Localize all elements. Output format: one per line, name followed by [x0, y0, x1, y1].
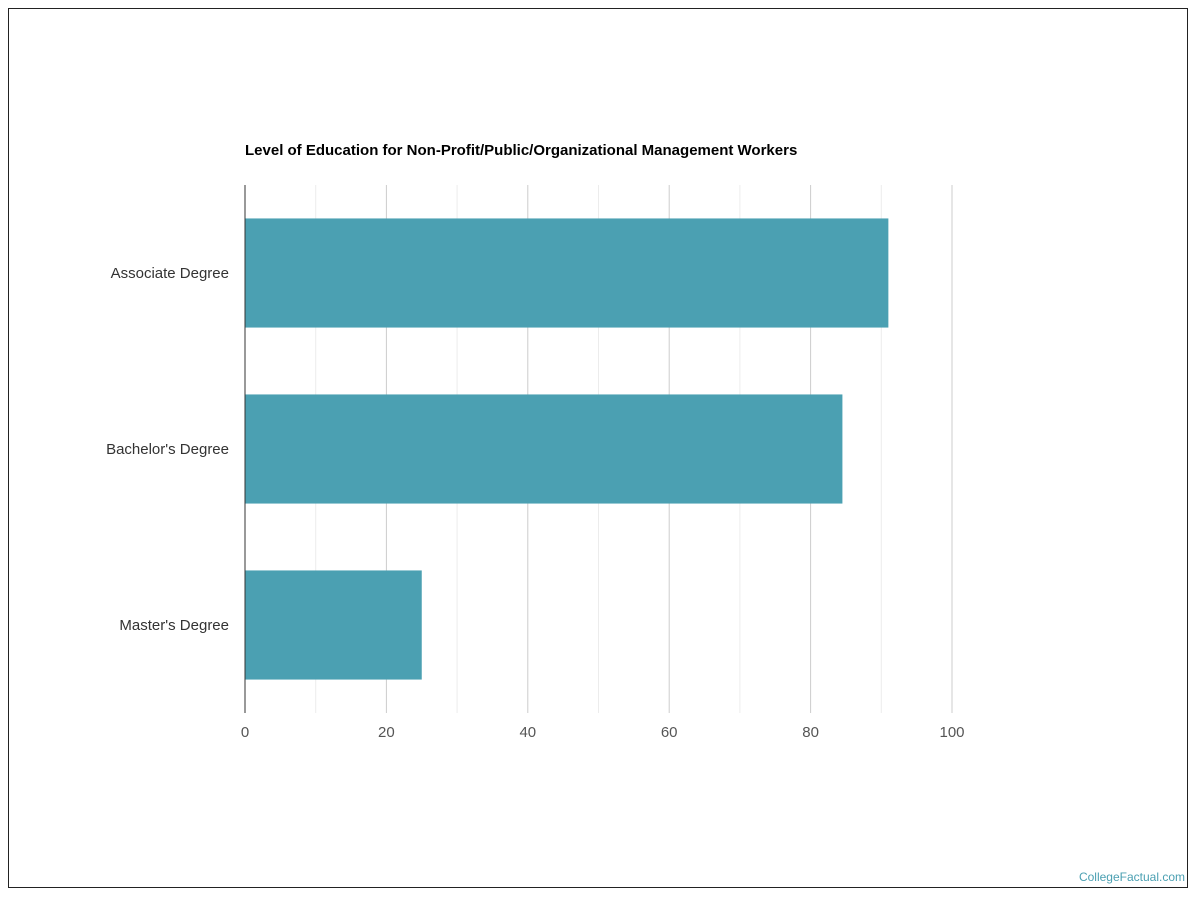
category-label: Associate Degree — [111, 265, 229, 282]
bars — [245, 218, 889, 680]
category-label: Bachelor's Degree — [106, 441, 229, 458]
chart-title: Level of Education for Non-Profit/Public… — [245, 142, 798, 159]
x-tick-label: 80 — [802, 724, 819, 741]
category-label: Master's Degree — [119, 617, 229, 634]
x-tick-label: 60 — [661, 724, 678, 741]
bar-associate-degree — [245, 218, 889, 328]
bar-bachelor-s-degree — [245, 394, 843, 504]
x-tick-label: 100 — [939, 724, 964, 741]
bar-master-s-degree — [245, 570, 422, 680]
labels: Associate Degree Bachelor's Degree Master'… — [106, 265, 964, 741]
x-tick-label: 20 — [378, 724, 395, 741]
watermark: CollegeFactual.com — [1078, 870, 1185, 884]
x-tick-label: 40 — [519, 724, 536, 741]
x-tick-label: 0 — [241, 724, 249, 741]
